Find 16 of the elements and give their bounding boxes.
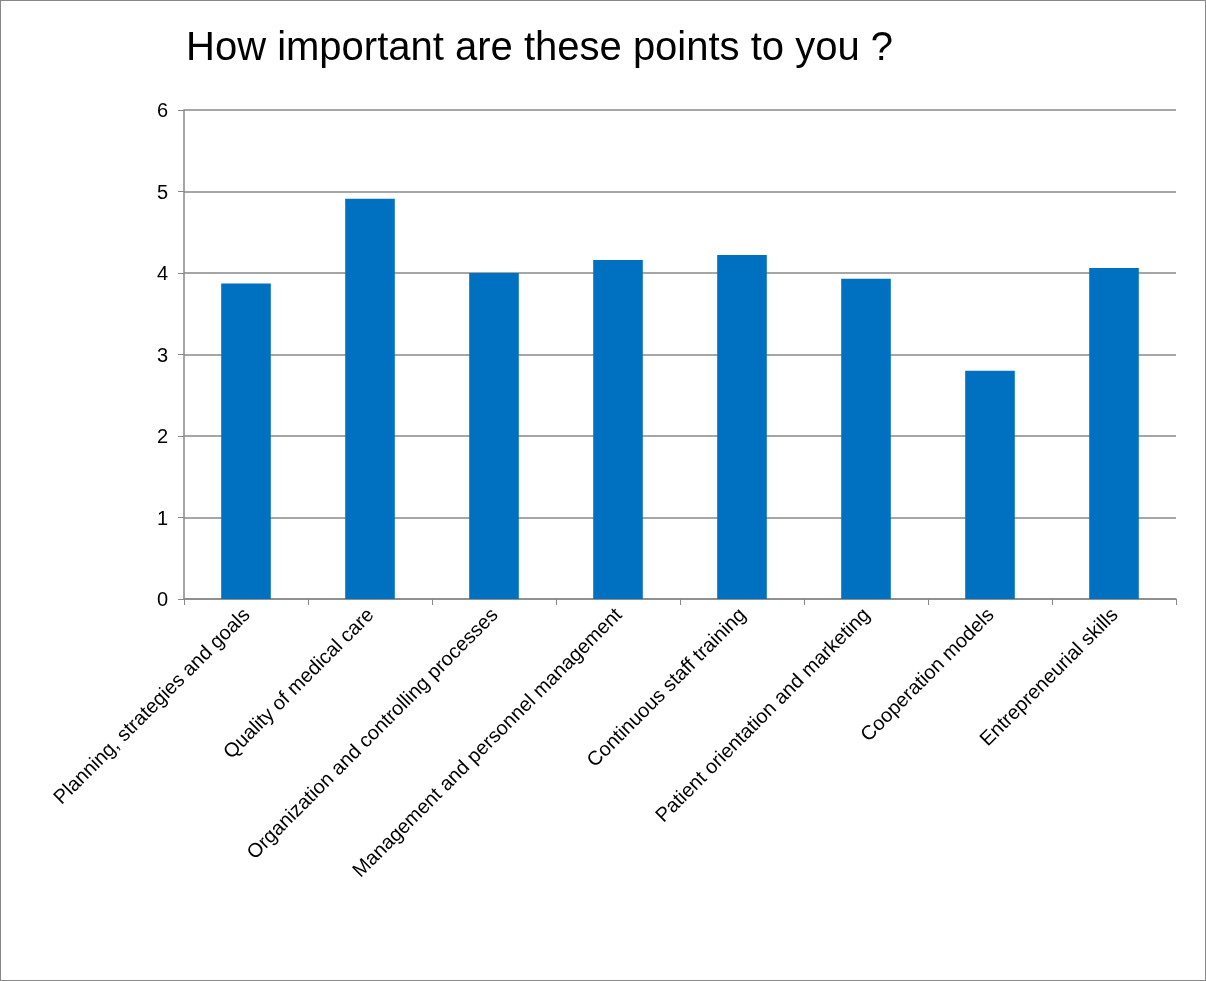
bar xyxy=(469,273,519,599)
y-tick-label: 1 xyxy=(156,506,168,529)
bar xyxy=(345,198,395,599)
bar xyxy=(593,259,643,599)
y-tick-label: 4 xyxy=(156,262,168,284)
bar xyxy=(1089,268,1139,599)
y-tick-label: 0 xyxy=(156,588,168,610)
chart-title: How important are these points to you ? xyxy=(186,24,894,68)
bar xyxy=(717,255,767,599)
y-tick-label: 2 xyxy=(156,425,168,447)
bar xyxy=(841,278,891,599)
y-tick-label: 3 xyxy=(156,343,168,366)
bar xyxy=(221,283,271,599)
y-tick-label: 6 xyxy=(156,99,168,121)
bar xyxy=(965,370,1015,599)
y-tick-label: 5 xyxy=(156,180,168,203)
